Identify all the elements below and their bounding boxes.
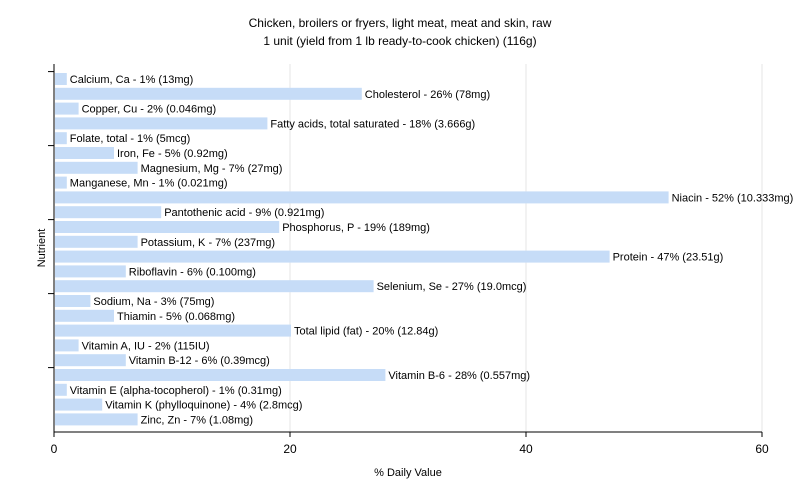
bar — [55, 339, 79, 352]
bar — [55, 309, 114, 322]
chart-subtitle: 1 unit (yield from 1 lb ready-to-cook ch… — [263, 34, 536, 48]
bar — [55, 265, 126, 278]
bar — [55, 221, 280, 233]
bar-label: Copper, Cu - 2% (0.046mg) — [82, 104, 217, 116]
x-tick-label: 0 — [51, 442, 58, 456]
bar — [55, 295, 91, 307]
bar — [55, 206, 162, 219]
bar-label: Vitamin B-12 - 6% (0.39mcg) — [129, 355, 270, 367]
bar — [55, 87, 362, 100]
axes: 0 20 40 60 — [48, 64, 769, 456]
bar-label: Cholesterol - 26% (78mg) — [365, 89, 490, 101]
bar — [55, 73, 67, 85]
bar-label: Vitamin A, IU - 2% (115IU) — [82, 340, 210, 352]
bar-label: Riboflavin - 6% (0.100mg) — [129, 266, 256, 278]
bar-label: Vitamin B-6 - 28% (0.557mg) — [388, 370, 530, 382]
x-tick-label: 60 — [755, 442, 769, 456]
bar — [55, 354, 126, 367]
bar — [55, 176, 67, 189]
bar-label: Vitamin K (phylloquinone) - 4% (2.8mcg) — [105, 400, 302, 412]
bar — [55, 383, 67, 396]
x-axis-label: % Daily Value — [374, 467, 442, 479]
bar — [55, 235, 138, 248]
bar — [55, 117, 268, 130]
bar — [55, 369, 386, 381]
bar-label: Selenium, Se - 27% (19.0mcg) — [377, 281, 527, 293]
bar-label: Protein - 47% (23.51g) — [613, 252, 724, 264]
x-tick-label: 20 — [283, 442, 297, 456]
bar-series: Calcium, Ca - 1% (13mg) Cholesterol - 26%… — [55, 73, 793, 426]
bar-label: Thiamin - 5% (0.068mg) — [117, 311, 235, 323]
bar — [55, 132, 67, 145]
y-axis-label: Nutrient — [36, 229, 48, 268]
bar-label: Iron, Fe - 5% (0.92mg) — [117, 148, 228, 160]
bar-label: Phosphorus, P - 19% (189mg) — [282, 222, 430, 234]
bar-label: Manganese, Mn - 1% (0.021mg) — [70, 178, 228, 190]
bar — [55, 161, 138, 174]
bar-label: Calcium, Ca - 1% (13mg) — [70, 74, 193, 86]
bar-label: Zinc, Zn - 7% (1.08mg) — [141, 414, 253, 426]
bar-label: Magnesium, Mg - 7% (27mg) — [141, 163, 283, 175]
bar-label: Folate, total - 1% (5mcg) — [70, 133, 190, 145]
chart-title: Chicken, broilers or fryers, light meat,… — [249, 16, 552, 30]
bar — [55, 191, 669, 204]
bar — [55, 280, 374, 293]
bar — [55, 147, 114, 159]
bar-label: Potassium, K - 7% (237mg) — [141, 237, 276, 249]
bar — [55, 413, 138, 426]
bar — [55, 250, 610, 263]
bar-label: Fatty acids, total saturated - 18% (3.66… — [270, 118, 475, 130]
bar — [55, 324, 291, 337]
bar — [55, 398, 103, 411]
bar-label: Niacin - 52% (10.333mg) — [672, 192, 794, 204]
bar-label: Sodium, Na - 3% (75mg) — [93, 296, 214, 308]
bar-label: Total lipid (fat) - 20% (12.84g) — [294, 326, 438, 338]
bar-label: Pantothenic acid - 9% (0.921mg) — [164, 207, 324, 219]
x-tick-label: 40 — [519, 442, 533, 456]
bar-label: Vitamin E (alpha-tocopherol) - 1% (0.31m… — [70, 385, 282, 397]
bar — [55, 102, 79, 115]
